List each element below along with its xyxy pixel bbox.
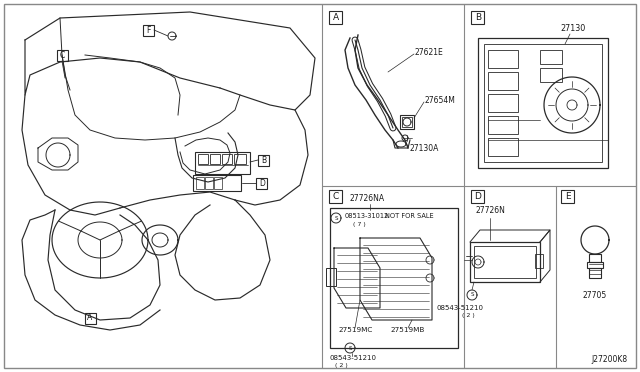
Bar [196,177,204,189]
Text: 08543-51210: 08543-51210 [330,355,377,361]
Text: 08543-51210: 08543-51210 [436,305,483,311]
Text: C: C [60,51,65,60]
Bar [478,38,608,168]
Bar [326,268,336,286]
Bar [402,117,412,127]
Bar [195,152,250,174]
Text: S: S [470,292,474,298]
Bar [234,154,246,164]
Bar [470,242,540,282]
Text: S: S [334,215,338,221]
Bar [589,254,601,262]
Bar [330,10,342,23]
Text: 27130A: 27130A [410,144,440,153]
Bar [587,262,603,268]
Text: B: B [475,13,481,22]
Text: ( 2 ): ( 2 ) [335,362,348,368]
Bar [540,68,562,82]
Bar [257,177,268,189]
Bar [484,44,602,162]
Bar [472,10,484,23]
Bar [540,50,562,64]
Bar [400,115,414,129]
Bar [472,189,484,202]
Bar [488,72,518,90]
Bar [474,246,536,278]
Text: C: C [333,192,339,201]
Text: NOT FOR SALE: NOT FOR SALE [385,213,434,219]
Text: 08513-31012: 08513-31012 [345,213,389,219]
Bar [210,154,220,164]
Text: 27705: 27705 [583,291,607,299]
Bar [56,49,67,61]
Text: ( 7 ): ( 7 ) [353,221,365,227]
Text: 27519MB: 27519MB [390,327,424,333]
Bar [222,154,232,164]
Text: ( 2 ): ( 2 ) [461,314,474,318]
Text: 27130: 27130 [560,23,585,32]
Bar [330,189,342,202]
Text: F: F [146,26,150,35]
Text: A: A [88,314,93,323]
Text: B: B [261,155,267,164]
Bar [205,177,213,189]
Bar [259,154,269,166]
Bar [535,254,543,268]
Text: D: D [475,192,481,201]
Text: E: E [565,192,571,201]
Bar [561,189,575,202]
Bar [488,116,518,134]
Bar [193,175,241,191]
Bar [488,50,518,68]
Bar [488,94,518,112]
Bar [84,312,95,324]
Bar [589,268,601,278]
Text: 27654M: 27654M [425,96,456,105]
Text: D: D [259,179,265,187]
Text: J27200K8: J27200K8 [592,356,628,365]
Text: S: S [348,346,352,350]
Bar [330,208,458,348]
Bar [214,177,222,189]
Text: 27726N: 27726N [475,205,505,215]
Bar [198,154,208,164]
Bar [488,138,518,156]
Text: 27726NA: 27726NA [350,193,385,202]
Text: 27519MC: 27519MC [338,327,372,333]
Bar [143,25,154,35]
Text: 27621E: 27621E [415,48,444,57]
Text: A: A [333,13,339,22]
